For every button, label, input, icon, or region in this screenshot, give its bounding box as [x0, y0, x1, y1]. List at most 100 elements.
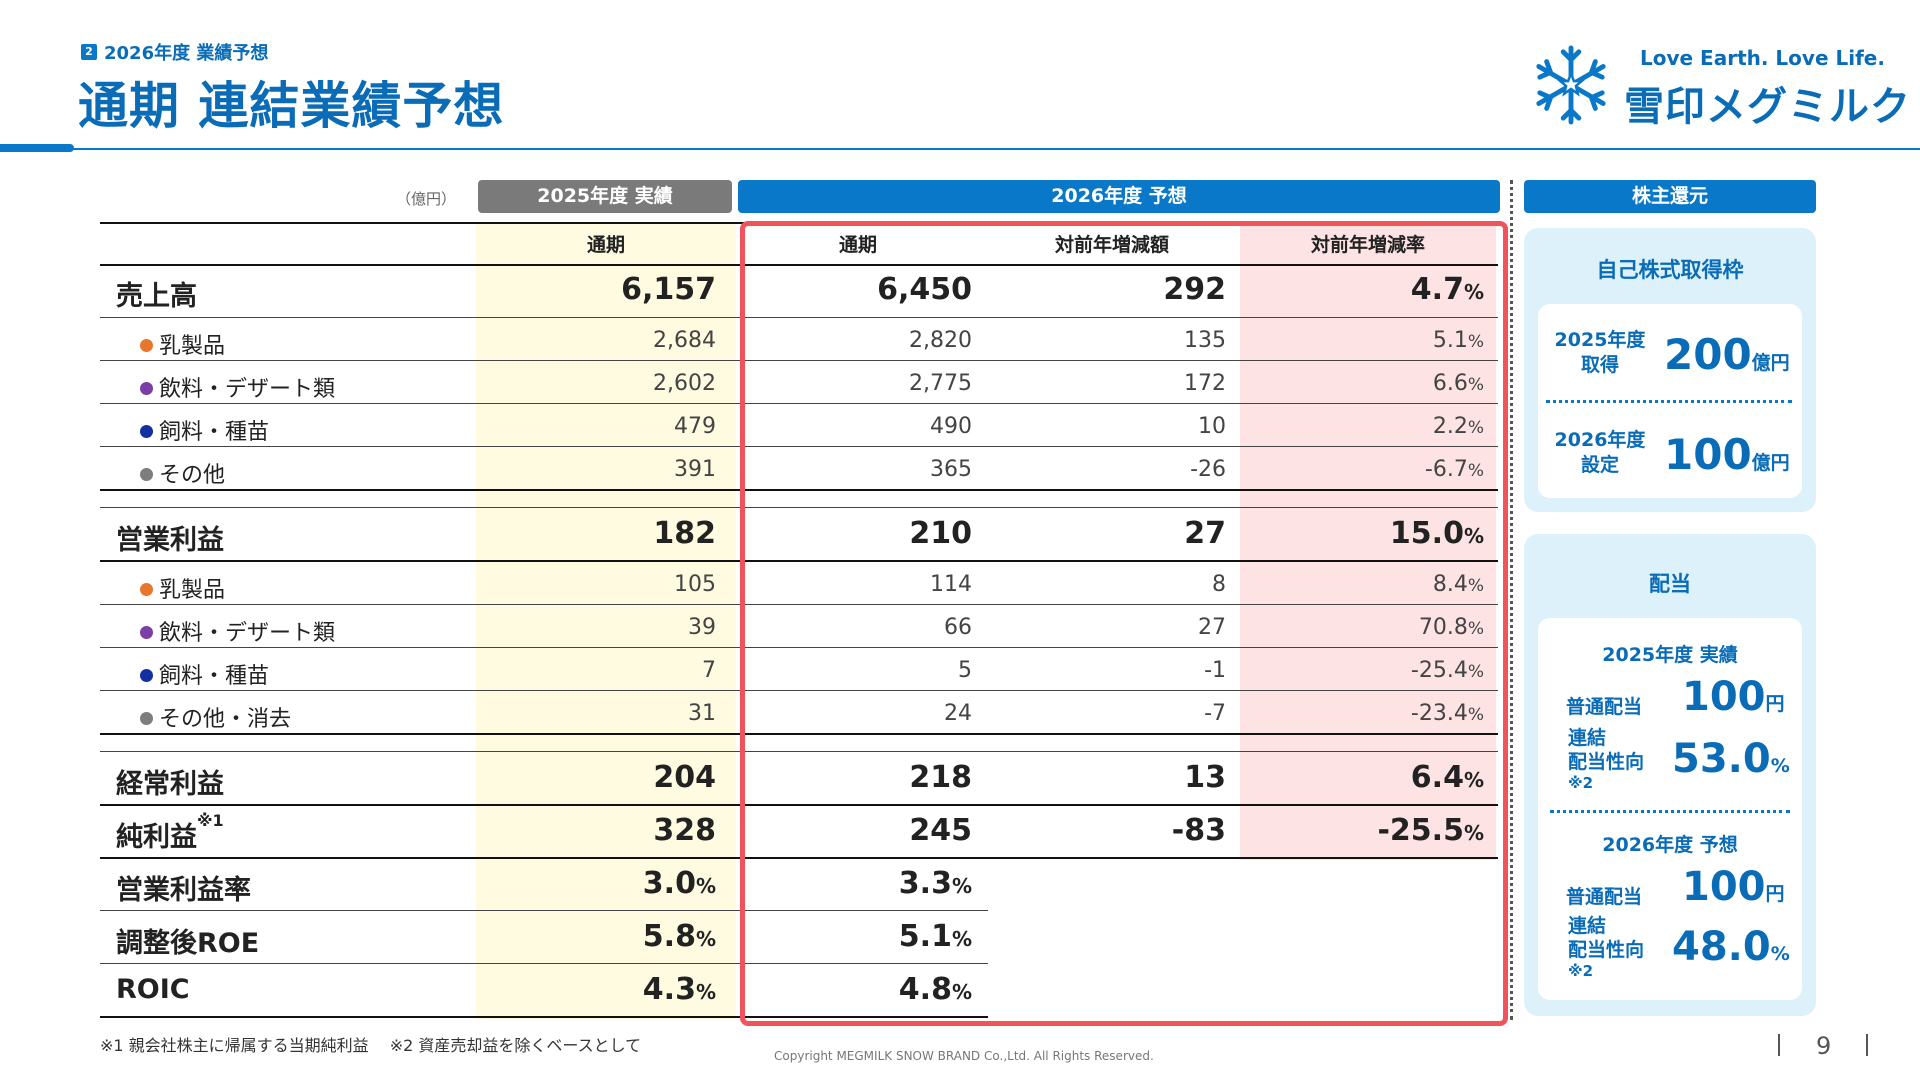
cell-unit: % [1467, 662, 1484, 682]
forecast-highlight-frame [740, 221, 1508, 1026]
cell-value: 4.3 [642, 972, 696, 1007]
cell-v2025: 7 [476, 658, 716, 683]
cell-value: -23.4 [1410, 701, 1468, 726]
cell-value: 365 [930, 457, 972, 482]
table-rule [100, 264, 1498, 266]
bullet-dot-icon [140, 711, 153, 725]
cell-v2025: 2,684 [476, 328, 716, 353]
cell-v2026: 24 [746, 701, 972, 726]
dividend-2025-dps-value: 100円 [1682, 674, 1785, 720]
cell-value: -1 [1204, 658, 1226, 683]
cell-v2025: 3.0% [476, 866, 716, 901]
cell-value: -83 [1171, 813, 1226, 848]
cell-diff: 292 [990, 272, 1226, 307]
cell-unit: % [1467, 418, 1484, 438]
table-rule [100, 489, 1498, 491]
cell-v2025: 391 [476, 457, 716, 482]
cell-v2026: 5.1% [746, 919, 972, 954]
logo-tagline: Love Earth. Love Life. [1640, 46, 1885, 70]
cell-v2025: 2,602 [476, 371, 716, 396]
cell-value: 105 [674, 572, 716, 597]
cell-value: 218 [909, 760, 972, 795]
row-label: 営業利益 [116, 518, 224, 557]
cell-value: 39 [688, 615, 716, 640]
cell-value: 210 [909, 516, 972, 551]
row-label-text: その他・消去 [159, 707, 292, 732]
row-label-text: 営業利益率 [116, 875, 251, 906]
cell-value: 490 [930, 414, 972, 439]
table-rule [100, 317, 1498, 318]
row-label: 飲料・デザート類 [140, 615, 335, 647]
bullet-dot-icon [140, 424, 153, 438]
cell-value: 6.6 [1432, 371, 1468, 396]
cell-diff: 27 [990, 516, 1226, 551]
cell-v2026: 218 [746, 760, 972, 795]
dividend-2025-payout-value: 53.0% [1672, 736, 1790, 782]
buyback-panel: 自己株式取得枠 2025年度 取得 200億円 2026年度 設定 100億円 [1524, 228, 1816, 512]
highlight-column-rate [1240, 223, 1496, 860]
cell-v2026: 3.3% [746, 866, 972, 901]
row-label: その他 [140, 457, 225, 489]
row-label-text: 飼料・種苗 [159, 420, 270, 445]
row-label-text: 営業利益 [116, 525, 224, 556]
cell-rate: -25.5% [1240, 813, 1484, 848]
buyback-divider [1546, 400, 1792, 403]
row-label: 経常利益 [116, 762, 224, 801]
row-label-text: その他 [159, 463, 226, 488]
section-number-badge: 2 [81, 44, 97, 60]
cell-unit: % [1463, 280, 1484, 304]
cell-diff: 8 [990, 572, 1226, 597]
copyright: Copyright MEGMILK SNOW BRAND Co.,Ltd. Al… [774, 1049, 1154, 1063]
cell-unit: % [1463, 821, 1484, 845]
cell-v2025: 105 [476, 572, 716, 597]
cell-v2025: 182 [476, 516, 716, 551]
buyback-title: 自己株式取得枠 [1596, 258, 1744, 282]
cell-value: 328 [653, 813, 716, 848]
cell-value: 3.0 [642, 866, 696, 901]
row-label: 純利益※1 [116, 811, 224, 854]
dividend-inner-card: 2025年度 実績 普通配当 100円 連結 配当性向 ※2 53.0% 202… [1538, 618, 1802, 1000]
cell-value: 70.8 [1418, 615, 1468, 640]
cell-v2025: 204 [476, 760, 716, 795]
cell-value: 4.7 [1410, 272, 1464, 307]
buyback-2025-label: 2025年度 取得 [1554, 329, 1646, 376]
row-label: 飼料・種苗 [140, 658, 269, 690]
row-label: 飲料・デザート類 [140, 371, 335, 403]
cell-unit: % [1463, 524, 1484, 548]
footnote: ※1 親会社株主に帰属する当期純利益 ※2 資産売却益を除くベースとして [100, 1036, 642, 1055]
cell-unit: % [1467, 461, 1484, 481]
column-header-2025-full-year: 通期 [586, 234, 625, 256]
cell-value: -6.7 [1424, 457, 1468, 482]
row-label-text: ROIC [116, 974, 190, 1005]
cell-v2025: 5.8% [476, 919, 716, 954]
bullet-dot-icon [140, 582, 153, 596]
row-label: 乳製品 [140, 572, 225, 604]
cell-v2025: 328 [476, 813, 716, 848]
cell-v2026: 365 [746, 457, 972, 482]
cell-v2026: 2,820 [746, 328, 972, 353]
cell-value: 6,157 [621, 272, 716, 307]
page-title: 通期 連結業績予想 [78, 77, 505, 135]
cell-value: 6.4 [1410, 760, 1464, 795]
cell-value: 391 [674, 457, 716, 482]
cell-diff: -26 [990, 457, 1226, 482]
cell-value: 31 [688, 701, 716, 726]
table-rule [100, 963, 988, 964]
cell-value: 5.1 [1432, 328, 1468, 353]
cell-diff: -83 [990, 813, 1226, 848]
cell-rate: 5.1% [1240, 328, 1484, 353]
dividend-2026-title: 2026年度 予想 [1602, 834, 1738, 856]
buyback-2026-value: 100億円 [1664, 430, 1790, 479]
table-rule [100, 733, 1498, 735]
dividend-2026-dps-label: 普通配当 [1566, 886, 1643, 908]
unit-label: （億円） [396, 190, 457, 208]
dividend-2025-payout-label: 連結 配当性向 ※2 [1568, 727, 1645, 792]
cell-value: 114 [930, 572, 972, 597]
table-rule [100, 690, 1498, 691]
cell-value: 5.1 [898, 919, 952, 954]
row-label-text: 乳製品 [159, 334, 226, 359]
footnote-marker: ※1 [197, 811, 224, 830]
cell-value: 13 [1184, 760, 1226, 795]
table-rule [100, 910, 988, 911]
cell-diff: 27 [990, 615, 1226, 640]
